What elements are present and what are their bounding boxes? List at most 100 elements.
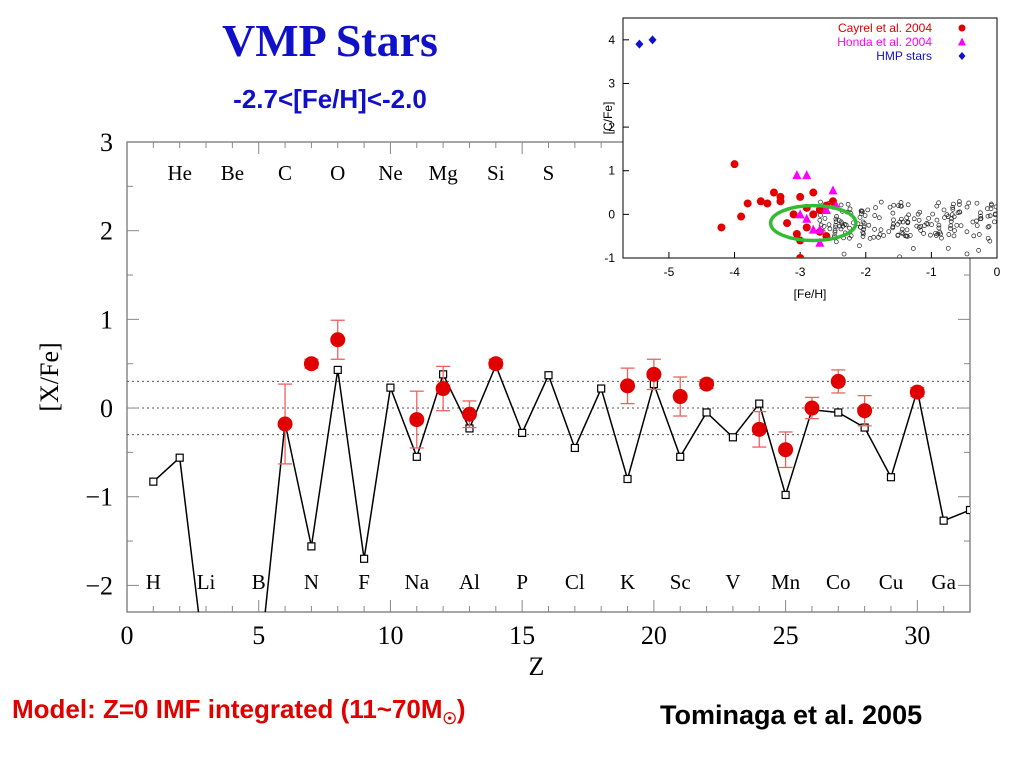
model-point xyxy=(149,477,158,486)
observed-point xyxy=(857,403,873,419)
model-point xyxy=(939,516,948,525)
comparison-star xyxy=(818,199,823,205)
comparison-star xyxy=(837,223,843,229)
model-point xyxy=(333,365,342,375)
x-tick-label: 25 xyxy=(773,621,799,650)
comparison-star xyxy=(976,248,981,253)
honda-point xyxy=(802,170,812,180)
cayrel-point xyxy=(796,192,805,201)
comparison-star xyxy=(899,203,904,209)
comparison-star xyxy=(974,223,980,228)
comparison-star xyxy=(905,219,911,225)
element-label: H xyxy=(146,570,161,594)
y-axis-label: [X/Fe] xyxy=(35,342,64,411)
inset-x-tick-label: -5 xyxy=(664,265,675,279)
comparison-star xyxy=(895,233,901,238)
inset-markers xyxy=(635,35,997,258)
observed-point xyxy=(488,356,504,372)
comparison-star xyxy=(988,206,994,212)
slide-subtitle: -2.7<[Fe/H]<-2.0 xyxy=(233,84,427,114)
legend-marker xyxy=(958,52,966,60)
comparison-star xyxy=(906,212,911,218)
comparison-star xyxy=(847,225,852,231)
comparison-star xyxy=(956,199,962,204)
model-point xyxy=(412,452,421,461)
cayrel-point xyxy=(730,160,739,169)
comparison-star xyxy=(861,227,867,232)
x-tick-label: 5 xyxy=(252,621,265,650)
comparison-star xyxy=(905,202,911,208)
comparison-star xyxy=(950,205,956,210)
comparison-star xyxy=(891,202,897,208)
model-point xyxy=(886,473,896,482)
observed-point xyxy=(435,381,451,397)
observed-point xyxy=(699,376,715,392)
y-tick-label: −2 xyxy=(85,571,113,600)
comparison-star xyxy=(917,209,923,215)
model-point xyxy=(755,399,764,408)
y-tick-label: 2 xyxy=(100,217,113,246)
comparison-star xyxy=(877,232,883,237)
honda-point xyxy=(821,205,831,214)
comparison-star xyxy=(904,227,910,233)
comparison-star xyxy=(985,235,991,241)
comparison-star xyxy=(861,221,867,226)
cayrel-point xyxy=(769,188,778,197)
comparison-star xyxy=(942,215,947,220)
comparison-star xyxy=(886,229,892,234)
comparison-star xyxy=(872,227,877,232)
inset-y-tick-label: 0 xyxy=(608,207,615,221)
hmp-point xyxy=(635,39,644,49)
comparison-star xyxy=(951,201,956,207)
observed-point xyxy=(461,406,477,422)
x-tick-label: 10 xyxy=(377,621,403,650)
element-label: Ga xyxy=(931,570,956,594)
comparison-star xyxy=(817,217,823,223)
comparison-star xyxy=(964,251,970,257)
comparison-star xyxy=(832,229,838,235)
element-label: K xyxy=(620,570,635,594)
model-point xyxy=(518,428,527,437)
comparison-star xyxy=(930,211,936,217)
element-label: P xyxy=(516,570,528,594)
element-label: Mg xyxy=(429,161,459,185)
inset-y-tick-label: 2 xyxy=(608,120,615,134)
comparison-star xyxy=(899,230,905,235)
model-caption-close: ) xyxy=(456,694,466,724)
cayrel-point xyxy=(717,223,726,232)
legend-label: HMP stars xyxy=(876,49,932,63)
element-label: O xyxy=(330,161,345,185)
comparison-star xyxy=(895,222,901,227)
sun-symbol: ☉ xyxy=(442,711,457,729)
observed-point xyxy=(277,416,293,432)
comparison-star xyxy=(945,245,951,251)
element-label: Be xyxy=(221,161,244,185)
cayrel-point xyxy=(809,210,818,219)
inset-x-tick-label: 0 xyxy=(994,265,1001,279)
observed-point xyxy=(646,366,662,382)
comparison-star xyxy=(941,207,947,213)
comparison-star xyxy=(964,204,970,210)
observed-point xyxy=(303,356,319,372)
comparison-star xyxy=(933,233,939,238)
comparison-star xyxy=(860,209,865,214)
comparison-star xyxy=(887,204,893,210)
comparison-star xyxy=(899,226,905,232)
comparison-star xyxy=(878,199,884,205)
comparison-star xyxy=(948,226,953,231)
cayrel-point xyxy=(789,210,798,219)
comparison-star xyxy=(838,202,844,208)
observed-point xyxy=(672,389,688,405)
comparison-star xyxy=(951,233,957,239)
cayrel-point xyxy=(776,192,785,201)
comparison-star xyxy=(936,200,941,206)
comparison-star xyxy=(970,219,976,225)
inset-x-tick-label: -4 xyxy=(729,265,740,279)
honda-point xyxy=(795,209,805,219)
comparison-star xyxy=(936,222,942,228)
element-label: He xyxy=(167,161,192,185)
cayrel-point xyxy=(792,230,801,238)
y-tick-label: 0 xyxy=(100,394,113,423)
observed-point xyxy=(330,332,346,348)
